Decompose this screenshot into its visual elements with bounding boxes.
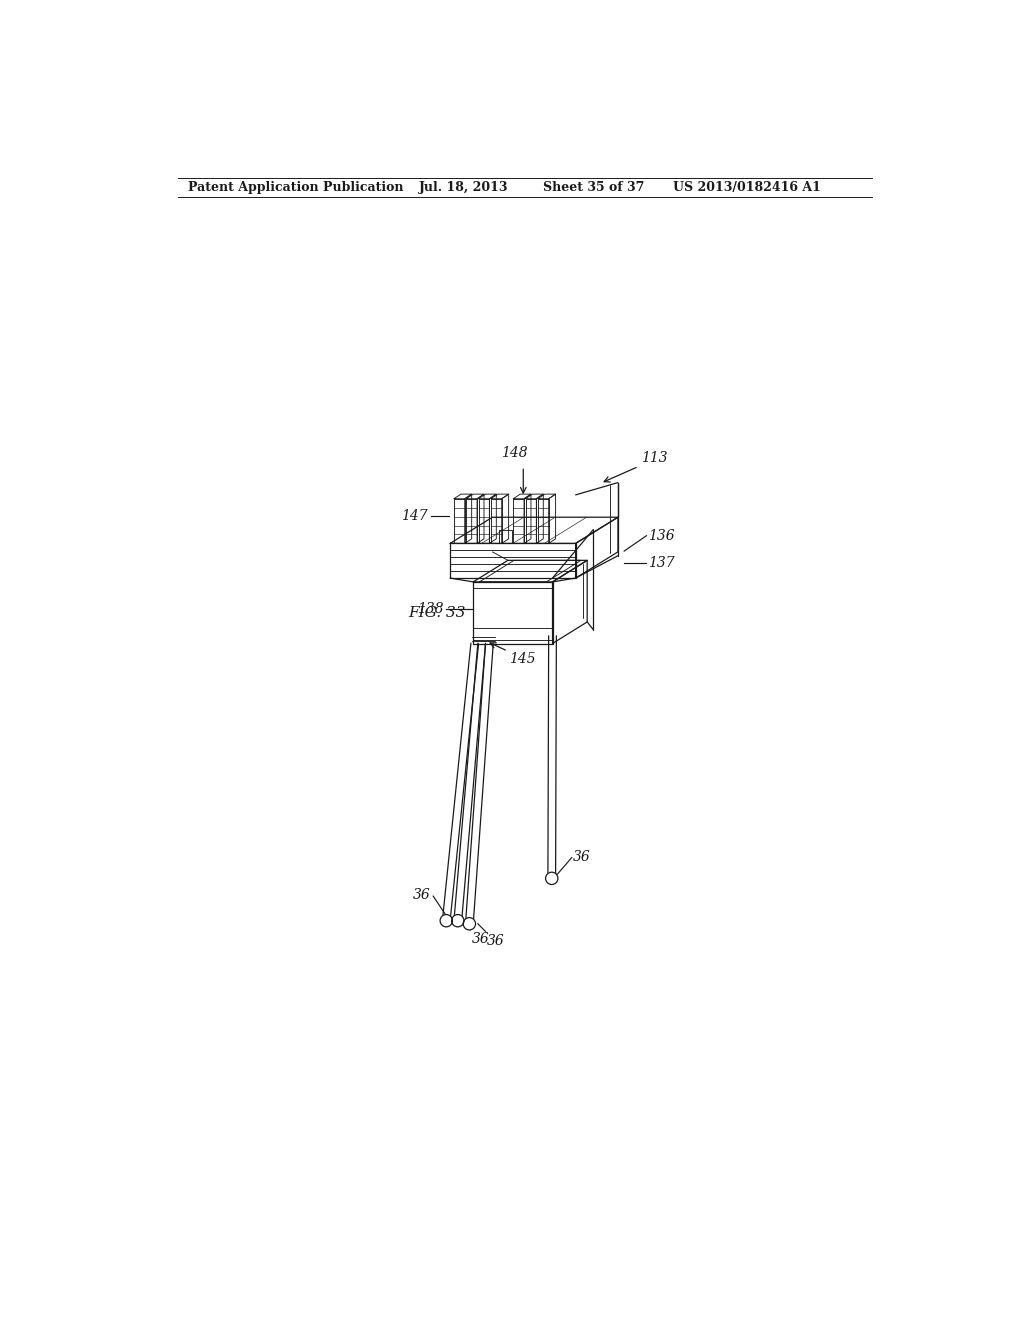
Circle shape bbox=[546, 873, 557, 884]
Circle shape bbox=[464, 917, 475, 929]
Text: 36: 36 bbox=[472, 932, 489, 946]
Text: 138: 138 bbox=[417, 602, 443, 616]
Text: FIG. 33: FIG. 33 bbox=[408, 606, 465, 619]
Text: 36: 36 bbox=[487, 933, 505, 948]
Text: 147: 147 bbox=[401, 510, 428, 524]
Text: Jul. 18, 2013: Jul. 18, 2013 bbox=[419, 181, 509, 194]
Text: 36: 36 bbox=[413, 887, 430, 902]
Text: US 2013/0182416 A1: US 2013/0182416 A1 bbox=[674, 181, 821, 194]
Text: Patent Application Publication: Patent Application Publication bbox=[188, 181, 403, 194]
Text: 137: 137 bbox=[648, 556, 675, 570]
Text: 136: 136 bbox=[648, 529, 675, 543]
Text: 113: 113 bbox=[641, 451, 668, 465]
Text: Sheet 35 of 37: Sheet 35 of 37 bbox=[543, 181, 644, 194]
Text: 145: 145 bbox=[509, 652, 536, 667]
Text: 36: 36 bbox=[573, 850, 591, 863]
Text: 148: 148 bbox=[502, 446, 528, 461]
Circle shape bbox=[452, 915, 464, 927]
Circle shape bbox=[440, 915, 452, 927]
